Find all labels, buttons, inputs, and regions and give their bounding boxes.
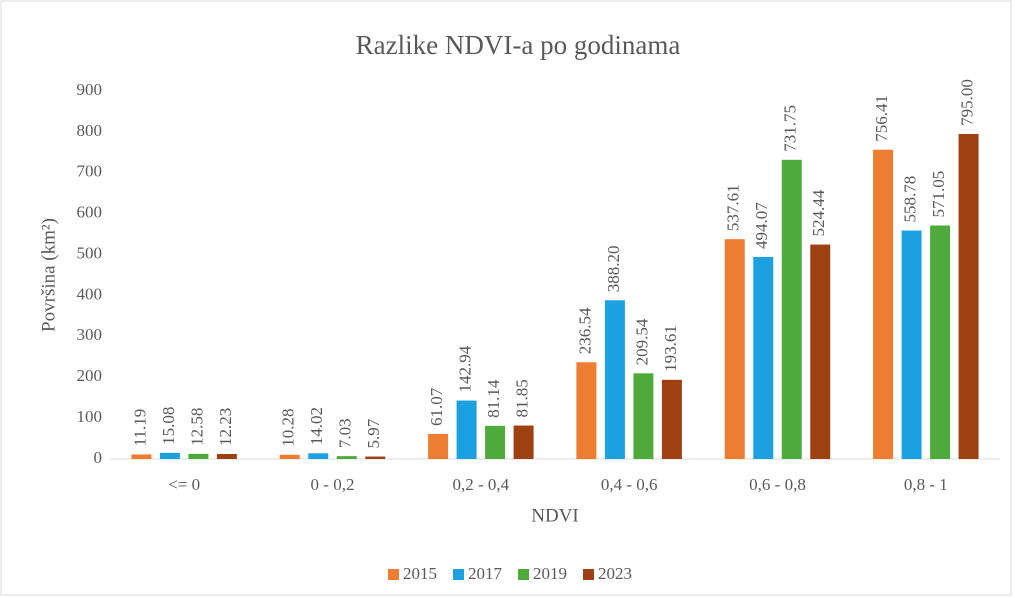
bar — [724, 239, 745, 459]
data-label: 193.61 — [661, 325, 680, 372]
y-tick-label: 0 — [94, 448, 103, 467]
bar — [485, 425, 506, 459]
y-axis-label: Površina (km²) — [38, 218, 59, 332]
data-label: 756.41 — [872, 95, 891, 142]
legend-label: 2023 — [598, 564, 632, 583]
data-label: 7.03 — [336, 418, 355, 448]
x-tick-label: <= 0 — [168, 475, 200, 494]
data-label: 5.97 — [364, 418, 383, 448]
data-label: 537.61 — [724, 184, 743, 231]
legend-label: 2019 — [533, 564, 567, 583]
bar — [456, 400, 477, 459]
bar — [159, 452, 180, 459]
bar — [131, 454, 152, 459]
bar — [188, 453, 209, 459]
x-tick-label: 0,2 - 0,4 — [452, 475, 509, 494]
legend-swatch — [518, 569, 529, 580]
legend-swatch — [583, 569, 594, 580]
chart-title: Razlike NDVI-a po godinama — [356, 30, 681, 60]
data-label: 142.94 — [455, 345, 474, 392]
bar — [279, 454, 300, 459]
data-label: 795.00 — [957, 79, 976, 126]
data-label: 61.07 — [427, 387, 446, 426]
bar — [633, 373, 654, 459]
bar — [753, 256, 774, 459]
bar — [576, 362, 597, 459]
data-label: 571.05 — [929, 171, 948, 218]
legend-label: 2017 — [468, 564, 503, 583]
x-tick-label: 0 - 0,2 — [311, 475, 355, 494]
data-label: 524.44 — [809, 189, 828, 236]
data-label: 236.54 — [575, 307, 594, 354]
data-label: 388.20 — [604, 246, 623, 293]
x-tick-label: 0,4 - 0,6 — [601, 475, 658, 494]
bar — [661, 379, 682, 459]
bar — [873, 149, 894, 460]
data-label: 12.58 — [187, 408, 206, 446]
data-label: 11.19 — [130, 409, 149, 447]
legend-swatch — [453, 569, 464, 580]
data-label: 15.08 — [159, 407, 178, 445]
bar — [810, 244, 831, 459]
y-tick-label: 300 — [77, 325, 103, 344]
bar — [930, 225, 951, 459]
y-tick-label: 400 — [77, 284, 103, 303]
y-tick-label: 500 — [77, 243, 103, 262]
y-tick-label: 200 — [77, 366, 103, 385]
bar — [604, 300, 625, 459]
bar — [336, 456, 357, 459]
bar — [216, 453, 237, 459]
y-tick-label: 900 — [77, 80, 103, 99]
bar — [781, 159, 802, 459]
y-tick-label: 700 — [77, 162, 103, 181]
x-axis-label: NDVI — [531, 505, 579, 526]
bar — [513, 425, 534, 459]
bar — [365, 456, 386, 459]
data-label: 731.75 — [781, 105, 800, 152]
x-tick-label: 0,6 - 0,8 — [749, 475, 806, 494]
bar — [428, 434, 449, 459]
data-label: 494.07 — [752, 202, 771, 249]
data-label: 81.14 — [484, 379, 503, 418]
x-tick-label: 0,8 - 1 — [904, 475, 948, 494]
data-label: 81.85 — [512, 379, 531, 417]
y-tick-label: 800 — [77, 121, 103, 140]
data-label: 14.02 — [307, 407, 326, 445]
y-tick-label: 100 — [77, 407, 103, 426]
data-label: 12.23 — [216, 408, 235, 446]
data-label: 558.78 — [900, 176, 919, 223]
data-label: 10.28 — [279, 409, 298, 447]
bar — [958, 133, 979, 459]
y-tick-label: 600 — [77, 203, 103, 222]
bar — [308, 453, 329, 459]
bar — [901, 230, 922, 459]
data-label: 209.54 — [632, 318, 651, 365]
legend-swatch — [388, 569, 399, 580]
legend-label: 2015 — [403, 564, 437, 583]
